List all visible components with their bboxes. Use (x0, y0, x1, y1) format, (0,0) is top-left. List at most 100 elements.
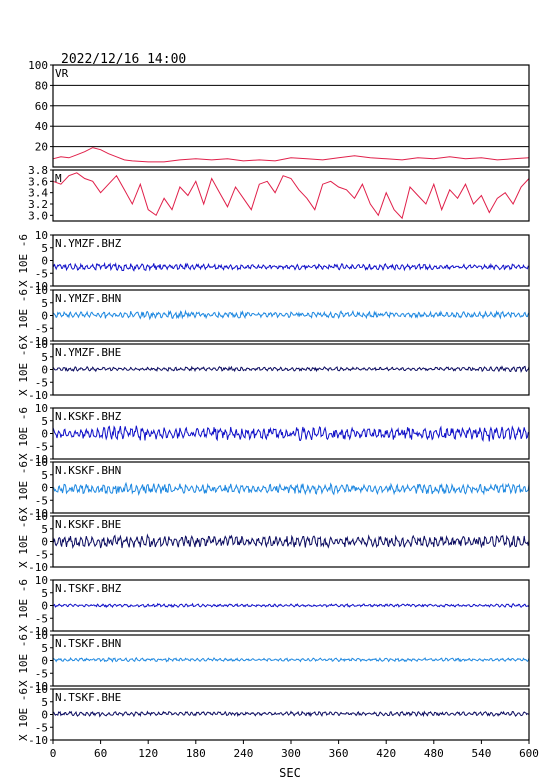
y-tick-label: 0 (41, 482, 48, 495)
panel-title: N.KSKF.BHZ (55, 410, 122, 423)
panel-frame (52, 515, 530, 568)
y-tick-label: 10 (35, 510, 48, 523)
y-tick-label: -10 (28, 280, 48, 293)
x-tick-label: 600 (519, 747, 539, 760)
y-tick-label: -5 (35, 440, 48, 453)
y-tick-label: -5 (35, 376, 48, 389)
panel-m: 3.83.63.43.23.0 M (28, 164, 530, 222)
y-tick-label: -5 (35, 267, 48, 280)
panel-vr: 100 80 60 40 20 VR (28, 59, 530, 168)
y-tick-label: 3.4 (28, 187, 48, 200)
y-tick-label: 5 (41, 642, 48, 655)
panel-frame (52, 169, 530, 222)
x-tick-label: 0 (50, 747, 57, 760)
series-line (52, 172, 530, 220)
panel-frame (52, 688, 530, 741)
y-tick-label: 10 (35, 229, 48, 242)
y-tick-label: 3.8 (28, 164, 48, 177)
y-axis-label: X 10E -6 (17, 461, 30, 514)
y-tick-label: 0 (41, 310, 48, 323)
x-tick-label: 420 (376, 747, 396, 760)
y-tick-label: -5 (35, 548, 48, 561)
y-axis-label: X 10E -6 (17, 234, 30, 287)
x-tick-label: 120 (138, 747, 158, 760)
panel-frame (52, 289, 530, 342)
y-tick-label: 0 (41, 536, 48, 549)
datetime-header: 2022/12/16 14:00 (61, 52, 186, 67)
panel-title: VR (55, 67, 69, 80)
y-tick-label: 10 (35, 456, 48, 469)
series-line (52, 533, 530, 549)
y-tick-label: -5 (35, 494, 48, 507)
y-tick-label: 0 (41, 655, 48, 668)
y-tick-label: -10 (28, 734, 48, 747)
panel-title: N.TSKF.BHZ (55, 582, 122, 595)
y-tick-label: -5 (35, 612, 48, 625)
y-tick-label: 40 (35, 120, 48, 133)
series-line (52, 656, 530, 663)
x-tick-label: 360 (329, 747, 349, 760)
y-tick-label: -10 (28, 625, 48, 638)
x-axis: 0 60 120 180 240 300 360 420 480 540 600 (50, 740, 539, 760)
panel-title: N.TSKF.BHE (55, 691, 121, 704)
panel-frame (52, 579, 530, 632)
series-line (52, 261, 530, 272)
y-axis-label: X 10E -6 (17, 579, 30, 632)
series-line (52, 710, 530, 718)
y-tick-label: 100 (28, 59, 48, 72)
panel-frame (52, 634, 530, 687)
x-tick-label: 480 (424, 747, 444, 760)
panel-frame (52, 407, 530, 460)
y-tick-label: 10 (35, 629, 48, 642)
series-line (52, 309, 530, 321)
panel-title: N.KSKF.BHE (55, 518, 121, 531)
y-tick-label: 10 (35, 284, 48, 297)
y-tick-label: 20 (35, 141, 48, 154)
panel-title: N.TSKF.BHN (55, 637, 121, 650)
panel-frame (52, 64, 530, 168)
y-tick-label: 5 (41, 696, 48, 709)
y-tick-label: 60 (35, 100, 48, 113)
panel-title: N.YMZF.BHZ (55, 237, 122, 250)
panel-title: M (55, 172, 62, 185)
y-tick-label: -5 (35, 721, 48, 734)
panel-title: N.YMZF.BHN (55, 292, 121, 305)
y-tick-label: 5 (41, 297, 48, 310)
y-axis-label: X 10E -6 (17, 634, 30, 687)
y-tick-label: 3.0 (28, 209, 48, 222)
x-tick-label: 540 (471, 747, 491, 760)
series-line (52, 365, 530, 373)
y-tick-label: 5 (41, 469, 48, 482)
y-tick-label: -10 (28, 335, 48, 348)
y-axis-label: X 10E -6 (17, 688, 30, 741)
y-tick-label: 10 (35, 338, 48, 351)
panel-title: N.KSKF.BHN (55, 464, 121, 477)
y-tick-label: 5 (41, 415, 48, 428)
y-tick-label: -5 (35, 322, 48, 335)
y-tick-label: 0 (41, 364, 48, 377)
series-line (52, 481, 530, 497)
y-axis-label: X 10E -6 (17, 343, 30, 396)
y-tick-label: -10 (28, 507, 48, 520)
y-tick-label: -10 (28, 680, 48, 693)
panel-frame (52, 234, 530, 287)
y-tick-label: 3.6 (28, 175, 48, 188)
series-line (52, 147, 530, 163)
y-tick-label: 5 (41, 523, 48, 536)
y-tick-label: -5 (35, 667, 48, 680)
x-tick-label: 60 (94, 747, 107, 760)
y-tick-label: 10 (35, 683, 48, 696)
y-tick-label: -10 (28, 389, 48, 402)
y-tick-label: -10 (28, 561, 48, 574)
y-tick-label: 10 (35, 574, 48, 587)
y-axis-label: X 10E -6 (17, 289, 30, 342)
x-tick-label: 240 (233, 747, 253, 760)
